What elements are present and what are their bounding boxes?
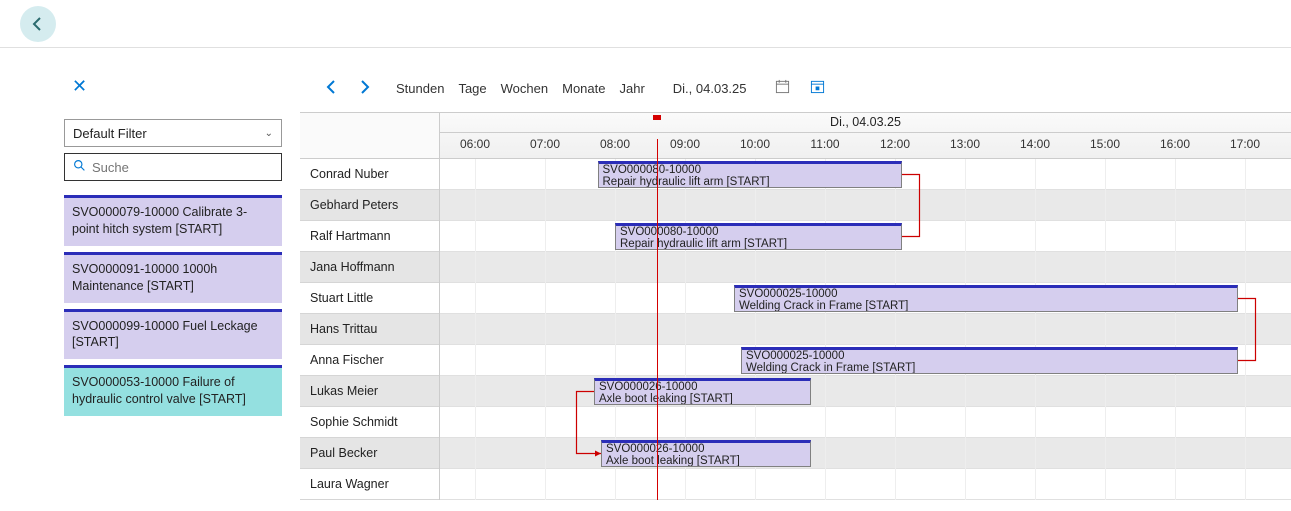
- resource-row[interactable]: Lukas Meier: [300, 376, 439, 407]
- resource-row[interactable]: Jana Hoffmann: [300, 252, 439, 283]
- filter-label: Default Filter: [73, 126, 147, 141]
- hour-label: 06:00: [460, 137, 490, 151]
- calendar-icon[interactable]: [775, 79, 790, 98]
- granularity-option[interactable]: Wochen: [501, 81, 548, 96]
- next-button[interactable]: [358, 78, 372, 99]
- timeline-row[interactable]: [440, 252, 1291, 283]
- resource-row[interactable]: Stuart Little: [300, 283, 439, 314]
- task-id: SVO000080-10000: [620, 226, 897, 238]
- hour-label: 13:00: [950, 137, 980, 151]
- timeline-row[interactable]: [440, 438, 1291, 469]
- work-item[interactable]: SVO000099-10000 Fuel Leckage [START]: [64, 309, 282, 360]
- granularity-option[interactable]: Monate: [562, 81, 605, 96]
- task-id: SVO000025-10000: [746, 350, 1233, 362]
- resource-row[interactable]: Conrad Nuber: [300, 159, 439, 190]
- hour-label: 08:00: [600, 137, 630, 151]
- resource-row[interactable]: Gebhard Peters: [300, 190, 439, 221]
- task-bar[interactable]: SVO000026-10000Axle boot leaking [START]: [594, 378, 811, 405]
- resource-row[interactable]: Laura Wagner: [300, 469, 439, 500]
- timeline-body[interactable]: SVO000080-10000Repair hydraulic lift arm…: [440, 159, 1291, 500]
- hour-label: 14:00: [1020, 137, 1050, 151]
- work-item[interactable]: SVO000079-10000 Calibrate 3-point hitch …: [64, 195, 282, 246]
- hour-label: 16:00: [1160, 137, 1190, 151]
- timeline-row[interactable]: [440, 190, 1291, 221]
- filter-select[interactable]: Default Filter ⌄: [64, 119, 282, 147]
- resource-row[interactable]: Paul Becker: [300, 438, 439, 469]
- task-bar[interactable]: SVO000025-10000Welding Crack in Frame [S…: [734, 285, 1238, 312]
- date-display: Di., 04.03.25: [673, 81, 747, 96]
- timeline-row[interactable]: [440, 314, 1291, 345]
- resource-row[interactable]: Ralf Hartmann: [300, 221, 439, 252]
- resource-row[interactable]: Anna Fischer: [300, 345, 439, 376]
- task-bar[interactable]: SVO000080-10000Repair hydraulic lift arm…: [598, 161, 903, 188]
- resource-row[interactable]: Hans Trittau: [300, 314, 439, 345]
- search-icon: [73, 159, 86, 175]
- prev-button[interactable]: [324, 78, 338, 99]
- timeline: Di., 04.03.25 06:00 07:00 08:00 09:00 10:00 1…: [440, 113, 1291, 500]
- task-id: SVO000080-10000: [603, 164, 898, 176]
- hour-label: 10:00: [740, 137, 770, 151]
- task-bar[interactable]: SVO000025-10000Welding Crack in Frame [S…: [741, 347, 1238, 374]
- task-title: Welding Crack in Frame [START]: [746, 362, 1233, 374]
- resource-column: Conrad NuberGebhard PetersRalf HartmannJ…: [300, 113, 440, 500]
- granularity-option[interactable]: Jahr: [619, 81, 644, 96]
- hour-label: 17:00: [1230, 137, 1260, 151]
- granularity-option[interactable]: Tage: [458, 81, 486, 96]
- calendar-today-icon[interactable]: [810, 79, 825, 98]
- chevron-down-icon: ⌄: [265, 128, 273, 139]
- hour-label: 15:00: [1090, 137, 1120, 151]
- granularity-option[interactable]: Stunden: [396, 81, 444, 96]
- search-input[interactable]: [92, 160, 273, 175]
- work-item[interactable]: SVO000091-10000 1000h Maintenance [START…: [64, 252, 282, 303]
- timeline-row[interactable]: [440, 407, 1291, 438]
- schedule-toolbar: Stunden Tage Wochen Monate Jahr Di., 04.03.2…: [300, 72, 1291, 104]
- task-title: Welding Crack in Frame [START]: [739, 300, 1233, 312]
- task-bar[interactable]: SVO000026-10000Axle boot leaking [START]: [601, 440, 811, 467]
- close-button[interactable]: ✕: [64, 72, 95, 101]
- arrow-left-icon: [30, 16, 46, 32]
- timeline-row[interactable]: [440, 469, 1291, 500]
- search-input-wrapper: [64, 153, 282, 181]
- task-title: Axle boot leaking [START]: [606, 455, 806, 467]
- resource-row[interactable]: Sophie Schmidt: [300, 407, 439, 438]
- resource-header: [300, 113, 439, 159]
- back-button[interactable]: [20, 6, 56, 42]
- hour-label: 07:00: [530, 137, 560, 151]
- task-title: Axle boot leaking [START]: [599, 393, 806, 405]
- work-item[interactable]: SVO000053-10000 Failure of hydraulic con…: [64, 365, 282, 416]
- timeline-row[interactable]: [440, 376, 1291, 407]
- task-id: SVO000026-10000: [606, 443, 806, 455]
- hour-label: 09:00: [670, 137, 700, 151]
- hour-label: 11:00: [810, 137, 839, 151]
- sidebar: ✕ Default Filter ⌄ SVO000079-10000 Calib…: [0, 72, 300, 500]
- task-title: Repair hydraulic lift arm [START]: [603, 176, 898, 188]
- schedule-pane: Stunden Tage Wochen Monate Jahr Di., 04.03.2…: [300, 72, 1291, 500]
- task-bar[interactable]: SVO000080-10000Repair hydraulic lift arm…: [615, 223, 902, 250]
- hour-label: 12:00: [880, 137, 910, 151]
- task-title: Repair hydraulic lift arm [START]: [620, 238, 897, 250]
- task-id: SVO000025-10000: [739, 288, 1233, 300]
- timeline-date-header: Di., 04.03.25: [440, 113, 1291, 133]
- task-id: SVO000026-10000: [599, 381, 806, 393]
